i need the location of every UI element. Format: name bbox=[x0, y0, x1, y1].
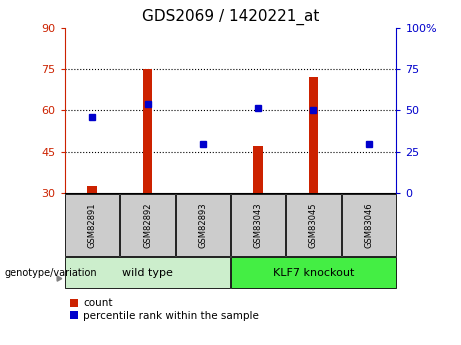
FancyBboxPatch shape bbox=[286, 194, 341, 256]
Text: GSM83043: GSM83043 bbox=[254, 202, 263, 248]
FancyBboxPatch shape bbox=[231, 194, 285, 256]
Text: GSM83045: GSM83045 bbox=[309, 203, 318, 248]
Text: GSM82892: GSM82892 bbox=[143, 203, 152, 248]
Text: genotype/variation: genotype/variation bbox=[5, 268, 97, 277]
Bar bbox=[142, 69, 153, 193]
Legend: count, percentile rank within the sample: count, percentile rank within the sample bbox=[70, 298, 259, 321]
Text: wild type: wild type bbox=[122, 268, 173, 277]
Text: GSM82891: GSM82891 bbox=[88, 203, 97, 248]
FancyBboxPatch shape bbox=[231, 257, 396, 288]
FancyBboxPatch shape bbox=[65, 194, 119, 256]
Bar bbox=[308, 77, 319, 193]
FancyBboxPatch shape bbox=[176, 194, 230, 256]
Text: GSM83046: GSM83046 bbox=[364, 202, 373, 248]
Text: KLF7 knockout: KLF7 knockout bbox=[273, 268, 354, 277]
Text: GSM82893: GSM82893 bbox=[198, 202, 207, 248]
FancyBboxPatch shape bbox=[65, 257, 230, 288]
Title: GDS2069 / 1420221_at: GDS2069 / 1420221_at bbox=[142, 9, 319, 25]
Bar bbox=[253, 146, 263, 193]
Polygon shape bbox=[57, 276, 62, 281]
FancyBboxPatch shape bbox=[342, 194, 396, 256]
Bar bbox=[87, 186, 97, 193]
FancyBboxPatch shape bbox=[120, 194, 175, 256]
